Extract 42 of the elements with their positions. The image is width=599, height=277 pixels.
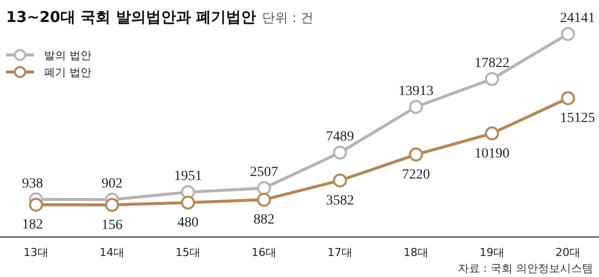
data-label: 182 — [22, 218, 43, 233]
point — [105, 198, 119, 212]
data-label: 882 — [254, 212, 274, 228]
data-label: 10190 — [474, 146, 510, 162]
x-tick-label: 17대 — [328, 246, 352, 259]
x-tick-label: 14대 — [100, 246, 124, 259]
x-tick-label: 16대 — [252, 246, 276, 259]
point — [29, 198, 43, 212]
data-label: 902 — [102, 176, 122, 192]
data-label: 480 — [178, 216, 198, 231]
text: 자료 : 국회 의안정보시스템 — [458, 262, 593, 275]
point — [485, 126, 499, 140]
x-tick-label: 13대 — [24, 246, 48, 259]
x-tick-label: 15대 — [176, 246, 200, 259]
x-tick-label: 20대 — [556, 246, 580, 259]
x-tick-label: 18대 — [404, 246, 428, 259]
x-tick-label: 19대 — [480, 246, 504, 259]
point — [409, 100, 423, 114]
point — [333, 146, 347, 160]
chart-subtitle: 단위 : 건 — [262, 11, 314, 26]
chart-title: 13~20대 국회 발의법안과 폐기법안 — [6, 8, 256, 26]
legend-label: 발의 법안 — [44, 49, 92, 62]
data-label: 13913 — [398, 84, 434, 99]
legend-label: 폐기 법안 — [44, 66, 92, 79]
data-label: 938 — [22, 176, 43, 192]
point — [257, 181, 271, 196]
point — [257, 192, 271, 207]
point — [181, 196, 195, 210]
data-label: 156 — [102, 218, 122, 233]
data-label: 15125 — [560, 111, 595, 126]
data-label: 7489 — [326, 130, 354, 145]
data-label: 17822 — [474, 56, 510, 72]
point — [561, 27, 575, 41]
data-label: 2507 — [250, 165, 278, 180]
point — [333, 173, 347, 188]
point — [485, 72, 499, 86]
data-label: 24141 — [560, 11, 595, 26]
data-label: 1951 — [174, 169, 202, 184]
data-label: 7220 — [402, 168, 430, 183]
data-label: 3582 — [326, 193, 354, 208]
point — [409, 148, 423, 162]
point — [561, 91, 575, 106]
